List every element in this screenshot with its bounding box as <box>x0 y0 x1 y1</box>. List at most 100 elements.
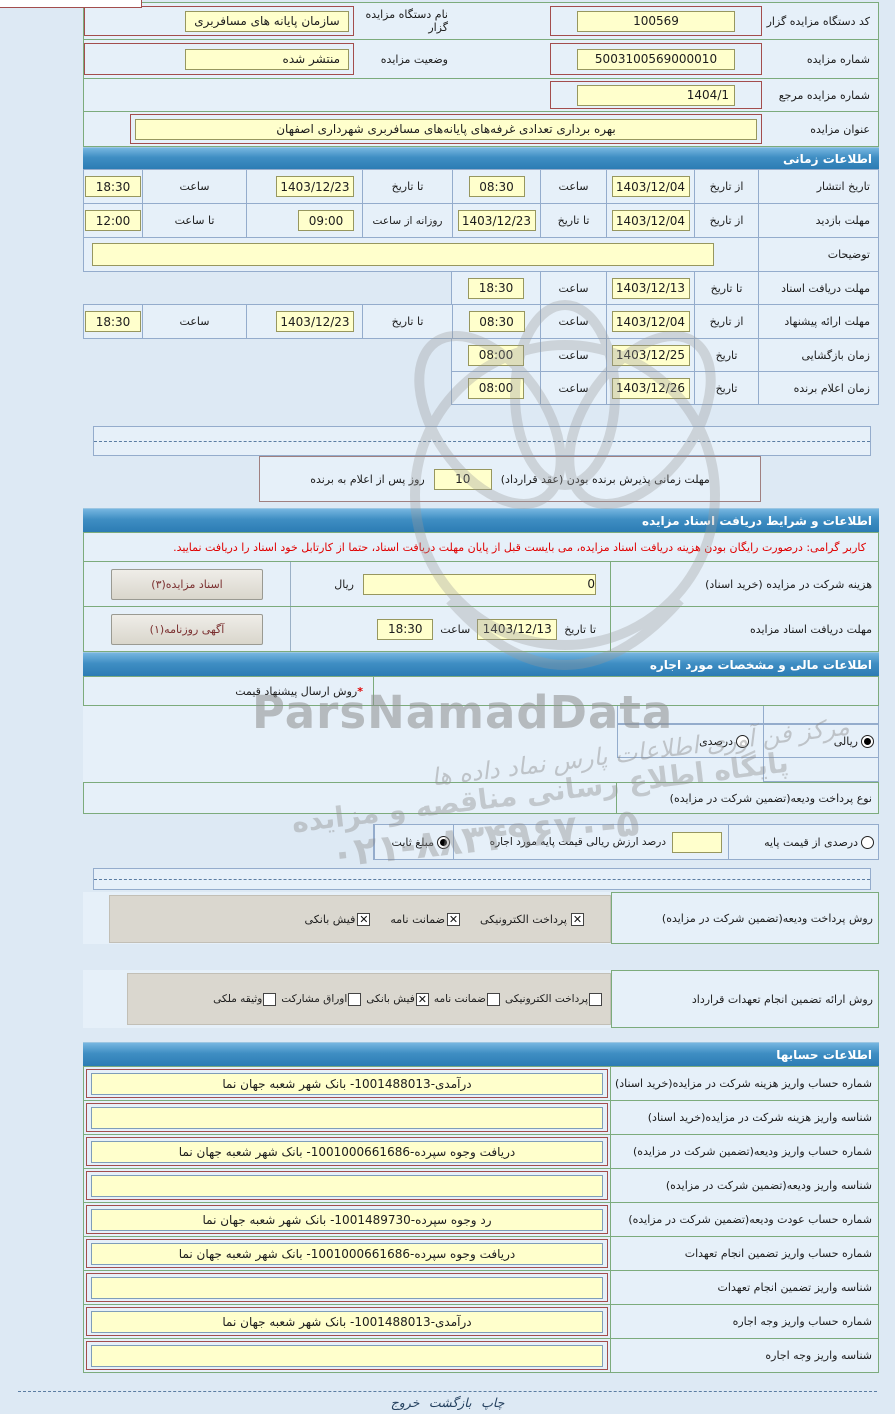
fee-currency-label: ریال <box>334 577 354 591</box>
account-row: شناسه واریز تضمین انجام تعهدات <box>84 1270 878 1304</box>
acceptance-days-input[interactable]: 10 <box>433 468 492 490</box>
opening-date[interactable]: 1403/12/25 <box>611 344 690 366</box>
account-label: شماره حساب واریز هزینه شرکت در مزایده(خر… <box>610 1067 878 1100</box>
device-code-cell: 100569 <box>550 6 762 36</box>
deposit-payment-options: پرداخت الکترونیکی ضمانت نامه فیش بانکی <box>109 895 611 943</box>
account-value[interactable]: دریافت وجوه سپرده-1001000661686- بانک شه… <box>91 1140 603 1163</box>
account-value[interactable] <box>91 1276 603 1299</box>
fixed-amount-radio[interactable] <box>437 835 450 849</box>
account-label: شماره حساب واریز ودیعه(تضمین شرکت در مزا… <box>610 1135 878 1168</box>
visit-to-hour-label: تا ساعت <box>142 204 246 237</box>
account-value[interactable]: درآمدی-1001488013- بانک شهر شعبه جهان نم… <box>91 1072 603 1095</box>
account-value[interactable]: دریافت وجوه سپرده-1001000661686- بانک شه… <box>91 1242 603 1265</box>
newspaper-button-cell: آگهی روزنامه(۱) <box>84 607 290 651</box>
publish-from-label: از تاریخ <box>694 170 758 203</box>
guarantee-bonds-checkbox[interactable] <box>348 992 362 1006</box>
deposit-bank-slip-checkbox[interactable] <box>357 912 371 926</box>
section-header-finance: اطلاعات مالی و مشخصات مورد اجاره <box>83 652 879 676</box>
guarantee-property-label: وثیقه ملکی <box>213 993 263 1005</box>
dashed-separator-1 <box>94 440 870 442</box>
percent-radio[interactable] <box>736 734 749 748</box>
deposit-electronic-checkbox[interactable] <box>571 912 584 926</box>
fee-amount-input[interactable]: 0 <box>363 573 596 595</box>
opening-time[interactable]: 08:00 <box>468 344 524 366</box>
guarantee-bonds-label: اوراق مشارکت <box>281 993 348 1005</box>
separator-box-2 <box>93 868 871 890</box>
publish-label: تاریخ انتشار <box>758 170 878 203</box>
winner-time[interactable]: 08:00 <box>468 377 524 399</box>
guarantee-electronic-checkbox[interactable] <box>589 992 602 1006</box>
publish-to-date[interactable]: 1403/12/23 <box>276 176 354 197</box>
dashed-separator-2 <box>94 878 870 880</box>
percent-of-base-label: درصدی از قیمت پایه <box>764 835 858 849</box>
device-name-value[interactable]: سازمان پایانه های مسافربری <box>185 10 349 32</box>
account-row: شماره حساب واریز وجه اجاره درآمدی-100148… <box>84 1304 878 1338</box>
title-value[interactable]: بهره برداری تعدادی غرفه‌های پایانه‌های م… <box>135 118 757 140</box>
auction-summary-table: کد دستگاه مزایده گزار 100569 نام دستگاه … <box>83 2 879 147</box>
exit-link[interactable]: خروج <box>390 1395 420 1410</box>
auction-no-value[interactable]: 5003100569000010 <box>577 48 735 70</box>
publish-to-label: تا تاریخ <box>362 170 452 203</box>
offer-to-date[interactable]: 1403/12/23 <box>276 311 354 332</box>
doc-receive-time[interactable]: 18:30 <box>468 277 524 299</box>
device-code-value[interactable]: 100569 <box>577 10 735 32</box>
account-value[interactable]: رد وجوه سپرده-1001489730- بانک شهر شعبه … <box>91 1208 603 1231</box>
offer-to-time[interactable]: 18:30 <box>85 311 141 332</box>
account-value[interactable]: درآمدی-1001488013- بانک شهر شعبه جهان نم… <box>91 1310 603 1333</box>
spacer-row-1 <box>83 706 879 724</box>
account-row: شناسه واریز وجه اجاره <box>84 1338 878 1372</box>
publish-to-time[interactable]: 18:30 <box>85 176 141 197</box>
deposit-guarantee-letter-checkbox[interactable] <box>447 912 460 926</box>
offer-hour-label2: ساعت <box>142 305 246 338</box>
description-input[interactable] <box>92 243 714 266</box>
guarantee-bank-slip-checkbox[interactable] <box>415 992 429 1006</box>
visit-to-time[interactable]: 12:00 <box>85 210 141 231</box>
deposit-type-label: نوع پرداخت ودیعه(تضمین شرکت در مزایده) <box>616 783 878 813</box>
ref-no-cell: 1404/1 <box>550 81 762 109</box>
doc-deadline-to-label: تا تاریخ <box>564 622 596 636</box>
ref-no-label: شماره مزایده مرجع <box>778 88 870 102</box>
publish-from-date[interactable]: 1403/12/04 <box>611 176 690 197</box>
doc-receive-to-label: تا تاریخ <box>694 272 758 304</box>
visit-from-time[interactable]: 09:00 <box>298 210 354 231</box>
separator-box-1 <box>93 426 871 456</box>
doc-deadline-time[interactable]: 18:30 <box>377 618 434 640</box>
print-link[interactable]: چاپ <box>481 1395 505 1410</box>
fee-button-cell: اسناد مزایده(۳) <box>84 562 290 606</box>
guarantee-letter-checkbox[interactable] <box>486 992 500 1006</box>
percent-radio-label: درصدی <box>699 734 733 748</box>
winner-date[interactable]: 1403/12/26 <box>611 377 690 399</box>
newspaper-ad-button[interactable]: آگهی روزنامه(۱) <box>111 613 263 645</box>
back-link[interactable]: بازگشت <box>428 1395 472 1410</box>
offer-to-label: تا تاریخ <box>362 305 452 338</box>
account-value[interactable] <box>91 1106 603 1129</box>
publish-from-time[interactable]: 08:30 <box>468 176 525 197</box>
percent-of-base-radio[interactable] <box>861 835 874 849</box>
offer-hour-label1: ساعت <box>540 305 606 338</box>
percent-value-input[interactable] <box>672 831 722 853</box>
auction-documents-button[interactable]: اسناد مزایده(۳) <box>111 568 263 600</box>
device-name-cell: سازمان پایانه های مسافربری <box>84 6 354 36</box>
ref-no-value[interactable]: 1404/1 <box>577 84 735 106</box>
rial-radio[interactable] <box>861 734 874 748</box>
account-value[interactable] <box>91 1344 603 1367</box>
deposit-type-row: نوع پرداخت ودیعه(تضمین شرکت در مزایده) <box>83 782 879 814</box>
offer-from-time[interactable]: 08:30 <box>468 311 525 332</box>
offer-from-date[interactable]: 1403/12/04 <box>611 311 690 332</box>
account-value[interactable] <box>91 1174 603 1197</box>
required-asterisk: * <box>357 684 363 698</box>
account-label: شناسه واریز تضمین انجام تعهدات <box>610 1271 878 1304</box>
fee-label: هزینه شرکت در مزایده (خرید اسناد) <box>610 562 878 606</box>
visit-to-date[interactable]: 1403/12/23 <box>457 210 536 231</box>
doc-receive-date[interactable]: 1403/12/13 <box>611 277 690 299</box>
offer-label: مهلت ارائه پیشنهاد <box>758 305 878 338</box>
title-label: عنوان مزایده <box>810 122 870 136</box>
publish-row: تاریخ انتشار از تاریخ 1403/12/04 ساعت 08… <box>84 170 878 203</box>
auction-no-label: شماره مزایده <box>806 52 870 66</box>
visit-from-date[interactable]: 1403/12/04 <box>611 210 690 231</box>
doc-deadline-date[interactable]: 1403/12/13 <box>477 618 558 640</box>
row-title: عنوان مزایده بهره برداری تعدادی غرفه‌های… <box>84 112 878 146</box>
section-header-accounts: اطلاعات حسابها <box>83 1042 879 1066</box>
guarantee-property-checkbox[interactable] <box>263 992 277 1006</box>
